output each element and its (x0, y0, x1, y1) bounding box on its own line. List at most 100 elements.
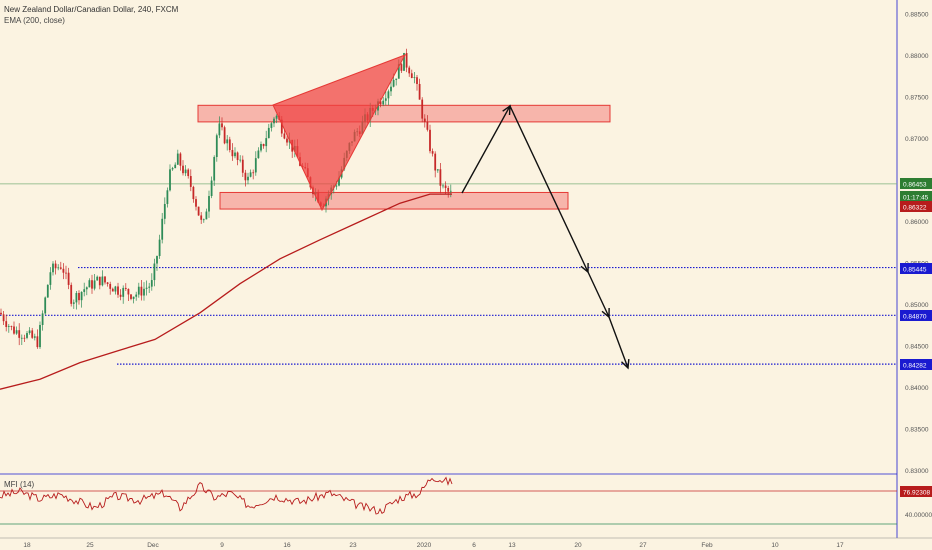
candle-body (449, 190, 452, 192)
candle-body (163, 203, 166, 219)
candle-body (46, 284, 49, 298)
candle-body (270, 123, 273, 128)
candle (408, 65, 411, 77)
candle (2, 310, 5, 325)
candle-body (400, 64, 403, 71)
candle-body (249, 172, 252, 177)
candle (254, 151, 257, 176)
candle (158, 234, 161, 259)
candle-body (28, 330, 31, 334)
candle-body (54, 263, 57, 269)
zones (197, 104, 611, 210)
candle (7, 324, 10, 333)
candle-body (0, 312, 2, 315)
candle-body (13, 326, 15, 334)
price-badge: 01:17:45 (900, 191, 932, 202)
candle-body (158, 239, 161, 257)
price-tick-label: 0.83000 (905, 468, 929, 475)
candle-body (187, 169, 190, 177)
candle (72, 299, 75, 309)
candle-body (7, 326, 10, 327)
candle-body (135, 294, 138, 297)
candle-body (57, 267, 60, 269)
candle-body (195, 199, 197, 207)
candle (239, 155, 242, 163)
candle (145, 280, 148, 296)
candle (418, 78, 421, 100)
candle-body (88, 280, 91, 288)
candle (96, 275, 99, 281)
candle-body (241, 159, 244, 173)
candle-body (247, 176, 249, 181)
candle (436, 169, 439, 173)
candle-body (52, 263, 54, 273)
candle (93, 273, 96, 291)
candle-body (174, 164, 177, 169)
candle (106, 281, 109, 287)
candle (78, 290, 80, 305)
candle-body (44, 297, 47, 314)
price-badge-text: 0.84282 (903, 363, 927, 370)
candle-body (140, 286, 143, 296)
candle-body (80, 291, 83, 301)
price-badge: 0.85445 (900, 263, 932, 274)
candle-body (223, 127, 226, 144)
price-tick-label: 0.83500 (905, 427, 929, 434)
candle-body (387, 91, 390, 99)
candle (0, 308, 2, 316)
candle-body (436, 169, 439, 171)
price-tick-label: 0.87500 (905, 95, 929, 102)
time-tick-label: 16 (283, 542, 291, 549)
candle-body (413, 77, 416, 79)
candle (166, 187, 169, 208)
candle (117, 282, 119, 298)
candle-body (283, 133, 286, 139)
candle (431, 148, 434, 157)
candle (434, 151, 437, 178)
candle-body (260, 144, 262, 151)
price-badge: 0.86453 (900, 178, 932, 189)
candle (18, 323, 21, 346)
candle (41, 310, 44, 331)
candle (101, 270, 104, 287)
candle-body (231, 150, 234, 157)
candle (135, 291, 138, 301)
candle (244, 169, 247, 187)
candle (31, 327, 34, 339)
candle-body (137, 286, 140, 295)
candle-body (166, 190, 169, 204)
candle (213, 155, 216, 187)
candle (156, 255, 158, 271)
candle-body (2, 314, 5, 322)
pattern-drawings (272, 54, 630, 370)
candle-body (429, 129, 431, 152)
candle (148, 282, 151, 293)
harmonic-pattern-triangle (272, 54, 407, 212)
candle-body (85, 287, 88, 290)
candle (36, 329, 39, 349)
candle-body (254, 158, 257, 173)
candle-body (221, 123, 223, 128)
candle-body (275, 115, 278, 119)
candle-body (218, 123, 221, 136)
candle-body (148, 286, 151, 288)
candle-body (213, 157, 216, 181)
candle-body (192, 186, 195, 200)
candle-body (93, 280, 96, 289)
time-axis: 18 25 Dec 9 16 23 2020 6 13 20 27 Feb 10 17 (23, 542, 844, 549)
mfi-panel (0, 476, 897, 525)
candle (171, 166, 174, 171)
candle (119, 289, 122, 301)
candle (187, 168, 190, 179)
time-tick-label: 10 (771, 542, 779, 549)
mfi-line (0, 476, 453, 515)
price-tick-label: 0.84500 (905, 344, 929, 351)
candle (423, 114, 426, 128)
candle-body (384, 98, 387, 101)
candle-body (23, 337, 26, 339)
candle-body (49, 272, 52, 285)
candle (228, 136, 231, 153)
candle-body (390, 86, 392, 92)
candle-body (205, 211, 208, 220)
